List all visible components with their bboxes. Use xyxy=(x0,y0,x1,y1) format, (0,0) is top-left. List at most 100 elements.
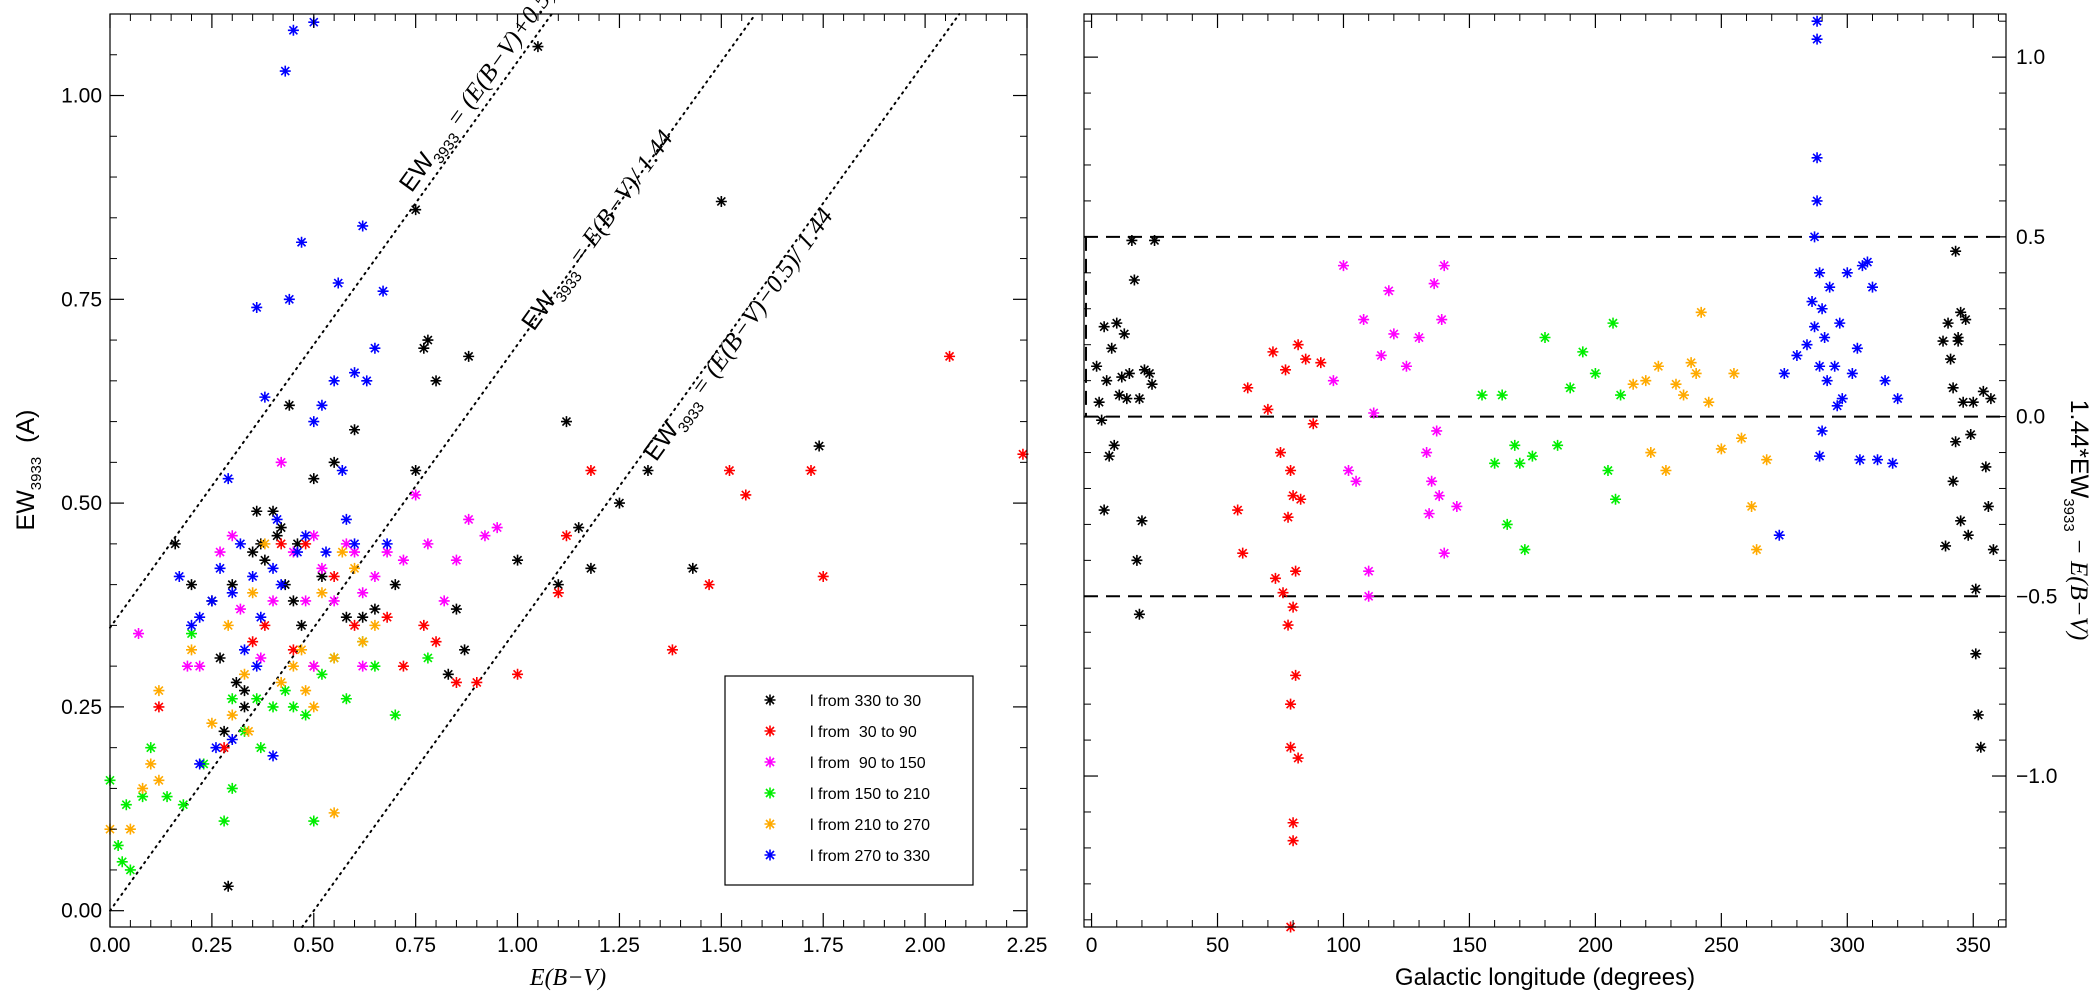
left-point-s5 xyxy=(214,562,226,574)
left-point-s4 xyxy=(328,807,340,819)
left-point-s5 xyxy=(267,562,279,574)
legend-box xyxy=(724,675,974,886)
left-point-s2 xyxy=(410,489,422,501)
left-point-s0 xyxy=(532,41,544,53)
right-data-points xyxy=(1091,15,1999,933)
legend-entry-150-210: l from 150 to 210 xyxy=(810,786,930,803)
left-y-tick-label: 0.75 xyxy=(61,288,102,311)
right-point-s1 xyxy=(1290,669,1302,681)
left-y-tick-label: 0.50 xyxy=(61,492,102,515)
left-point-s5 xyxy=(279,65,291,77)
right-point-s2 xyxy=(1343,465,1355,476)
right-point-s0 xyxy=(1965,429,1977,441)
left-point-s3 xyxy=(316,668,328,680)
right-point-s0 xyxy=(1972,709,1984,721)
left-point-s0 xyxy=(357,611,369,623)
right-point-s0 xyxy=(1982,500,1994,512)
legend-marker-3 xyxy=(764,787,776,799)
left-point-s2 xyxy=(267,595,279,607)
right-point-s1 xyxy=(1307,418,1319,430)
right-point-s5 xyxy=(1856,260,1868,272)
right-y-tick-label: 1.0 xyxy=(2016,46,2045,69)
right-point-s0 xyxy=(1146,378,1158,390)
right-point-s1 xyxy=(1287,817,1299,829)
left-point-s3 xyxy=(124,864,136,876)
right-x-tick-label: 350 xyxy=(1956,934,1991,957)
right-point-s2 xyxy=(1423,508,1435,520)
left-point-s2 xyxy=(357,660,369,672)
left-point-s4 xyxy=(153,685,165,697)
right-point-s2 xyxy=(1375,349,1387,361)
left-point-s4 xyxy=(124,823,136,835)
left-point-s3 xyxy=(161,791,173,803)
left-point-s2 xyxy=(328,595,340,607)
right-point-s0 xyxy=(1111,317,1123,329)
left-point-s0 xyxy=(442,668,454,680)
right-point-s0 xyxy=(1091,360,1103,372)
left-point-s5 xyxy=(369,342,381,354)
right-point-s1 xyxy=(1280,364,1292,376)
left-point-s5 xyxy=(186,619,198,631)
right-y-axis-label: 1.44*EW3933 − E(B−V) xyxy=(2060,400,2093,641)
right-point-s4 xyxy=(1685,357,1697,369)
left-point-s0 xyxy=(418,342,430,354)
extinction-line-0 xyxy=(109,13,553,629)
left-point-s3 xyxy=(177,799,189,811)
left-point-s0 xyxy=(271,530,283,542)
right-x-tick-label: 200 xyxy=(1578,934,1613,957)
left-point-s5 xyxy=(226,587,238,599)
right-x-tick-label: 300 xyxy=(1830,934,1865,957)
right-point-s1 xyxy=(1282,511,1294,523)
left-point-s1 xyxy=(259,619,271,631)
left-y-tick-label: 0.25 xyxy=(61,696,102,719)
right-point-s2 xyxy=(1363,590,1375,602)
right-point-s1 xyxy=(1242,382,1254,394)
right-point-s0 xyxy=(1975,741,1987,753)
left-point-s0 xyxy=(328,456,340,468)
right-point-s0 xyxy=(1980,461,1992,473)
right-point-s2 xyxy=(1368,407,1380,419)
left-point-s1 xyxy=(817,570,829,582)
left-point-s1 xyxy=(805,465,817,476)
left-point-s0 xyxy=(186,579,198,591)
left-point-s2 xyxy=(340,538,352,550)
legend-marker-5 xyxy=(764,849,776,861)
right-point-s2 xyxy=(1433,490,1445,502)
left-point-s0 xyxy=(251,505,263,517)
right-point-s5 xyxy=(1846,367,1858,379)
left-point-s0 xyxy=(340,611,352,623)
left-point-s3 xyxy=(186,628,198,640)
right-point-s3 xyxy=(1610,493,1622,505)
left-point-s0 xyxy=(275,522,287,534)
right-point-s2 xyxy=(1358,314,1370,326)
right-point-s5 xyxy=(1824,281,1836,293)
left-point-s4 xyxy=(336,546,348,558)
left-point-s2 xyxy=(181,660,193,672)
left-point-s5 xyxy=(349,367,361,379)
legend-entry-270-330: l from 270 to 330 xyxy=(810,848,930,865)
right-point-s1 xyxy=(1285,698,1297,710)
left-point-s1 xyxy=(740,489,752,501)
left-point-s0 xyxy=(291,538,303,550)
left-point-s3 xyxy=(145,742,157,754)
left-point-s5 xyxy=(316,399,328,411)
extinction-line-2 xyxy=(301,13,961,928)
right-point-s5 xyxy=(1814,267,1826,279)
right-point-s1 xyxy=(1277,587,1289,599)
right-point-s0 xyxy=(1136,515,1148,527)
left-point-s5 xyxy=(381,538,393,550)
left-point-s2 xyxy=(349,546,361,558)
left-x-tick-label: 1.50 xyxy=(701,934,742,957)
left-point-s5 xyxy=(320,546,332,558)
left-axis-ticks: 0.00 0.25 0.50 0.75 1.00 1.25 1.50 1.75 2.00 2.25… xyxy=(61,14,1047,957)
left-point-s2 xyxy=(308,660,320,672)
left-point-s3 xyxy=(308,815,320,827)
right-point-s0 xyxy=(1940,540,1952,552)
right-point-s1 xyxy=(1267,346,1279,358)
right-point-s2 xyxy=(1400,360,1412,372)
legend-marker-4 xyxy=(764,818,776,830)
right-point-s0 xyxy=(1957,396,1969,408)
legend-entry-90-150: l from 90 to 150 xyxy=(810,755,926,772)
left-point-s3 xyxy=(226,782,238,794)
right-point-s4 xyxy=(1660,465,1672,476)
